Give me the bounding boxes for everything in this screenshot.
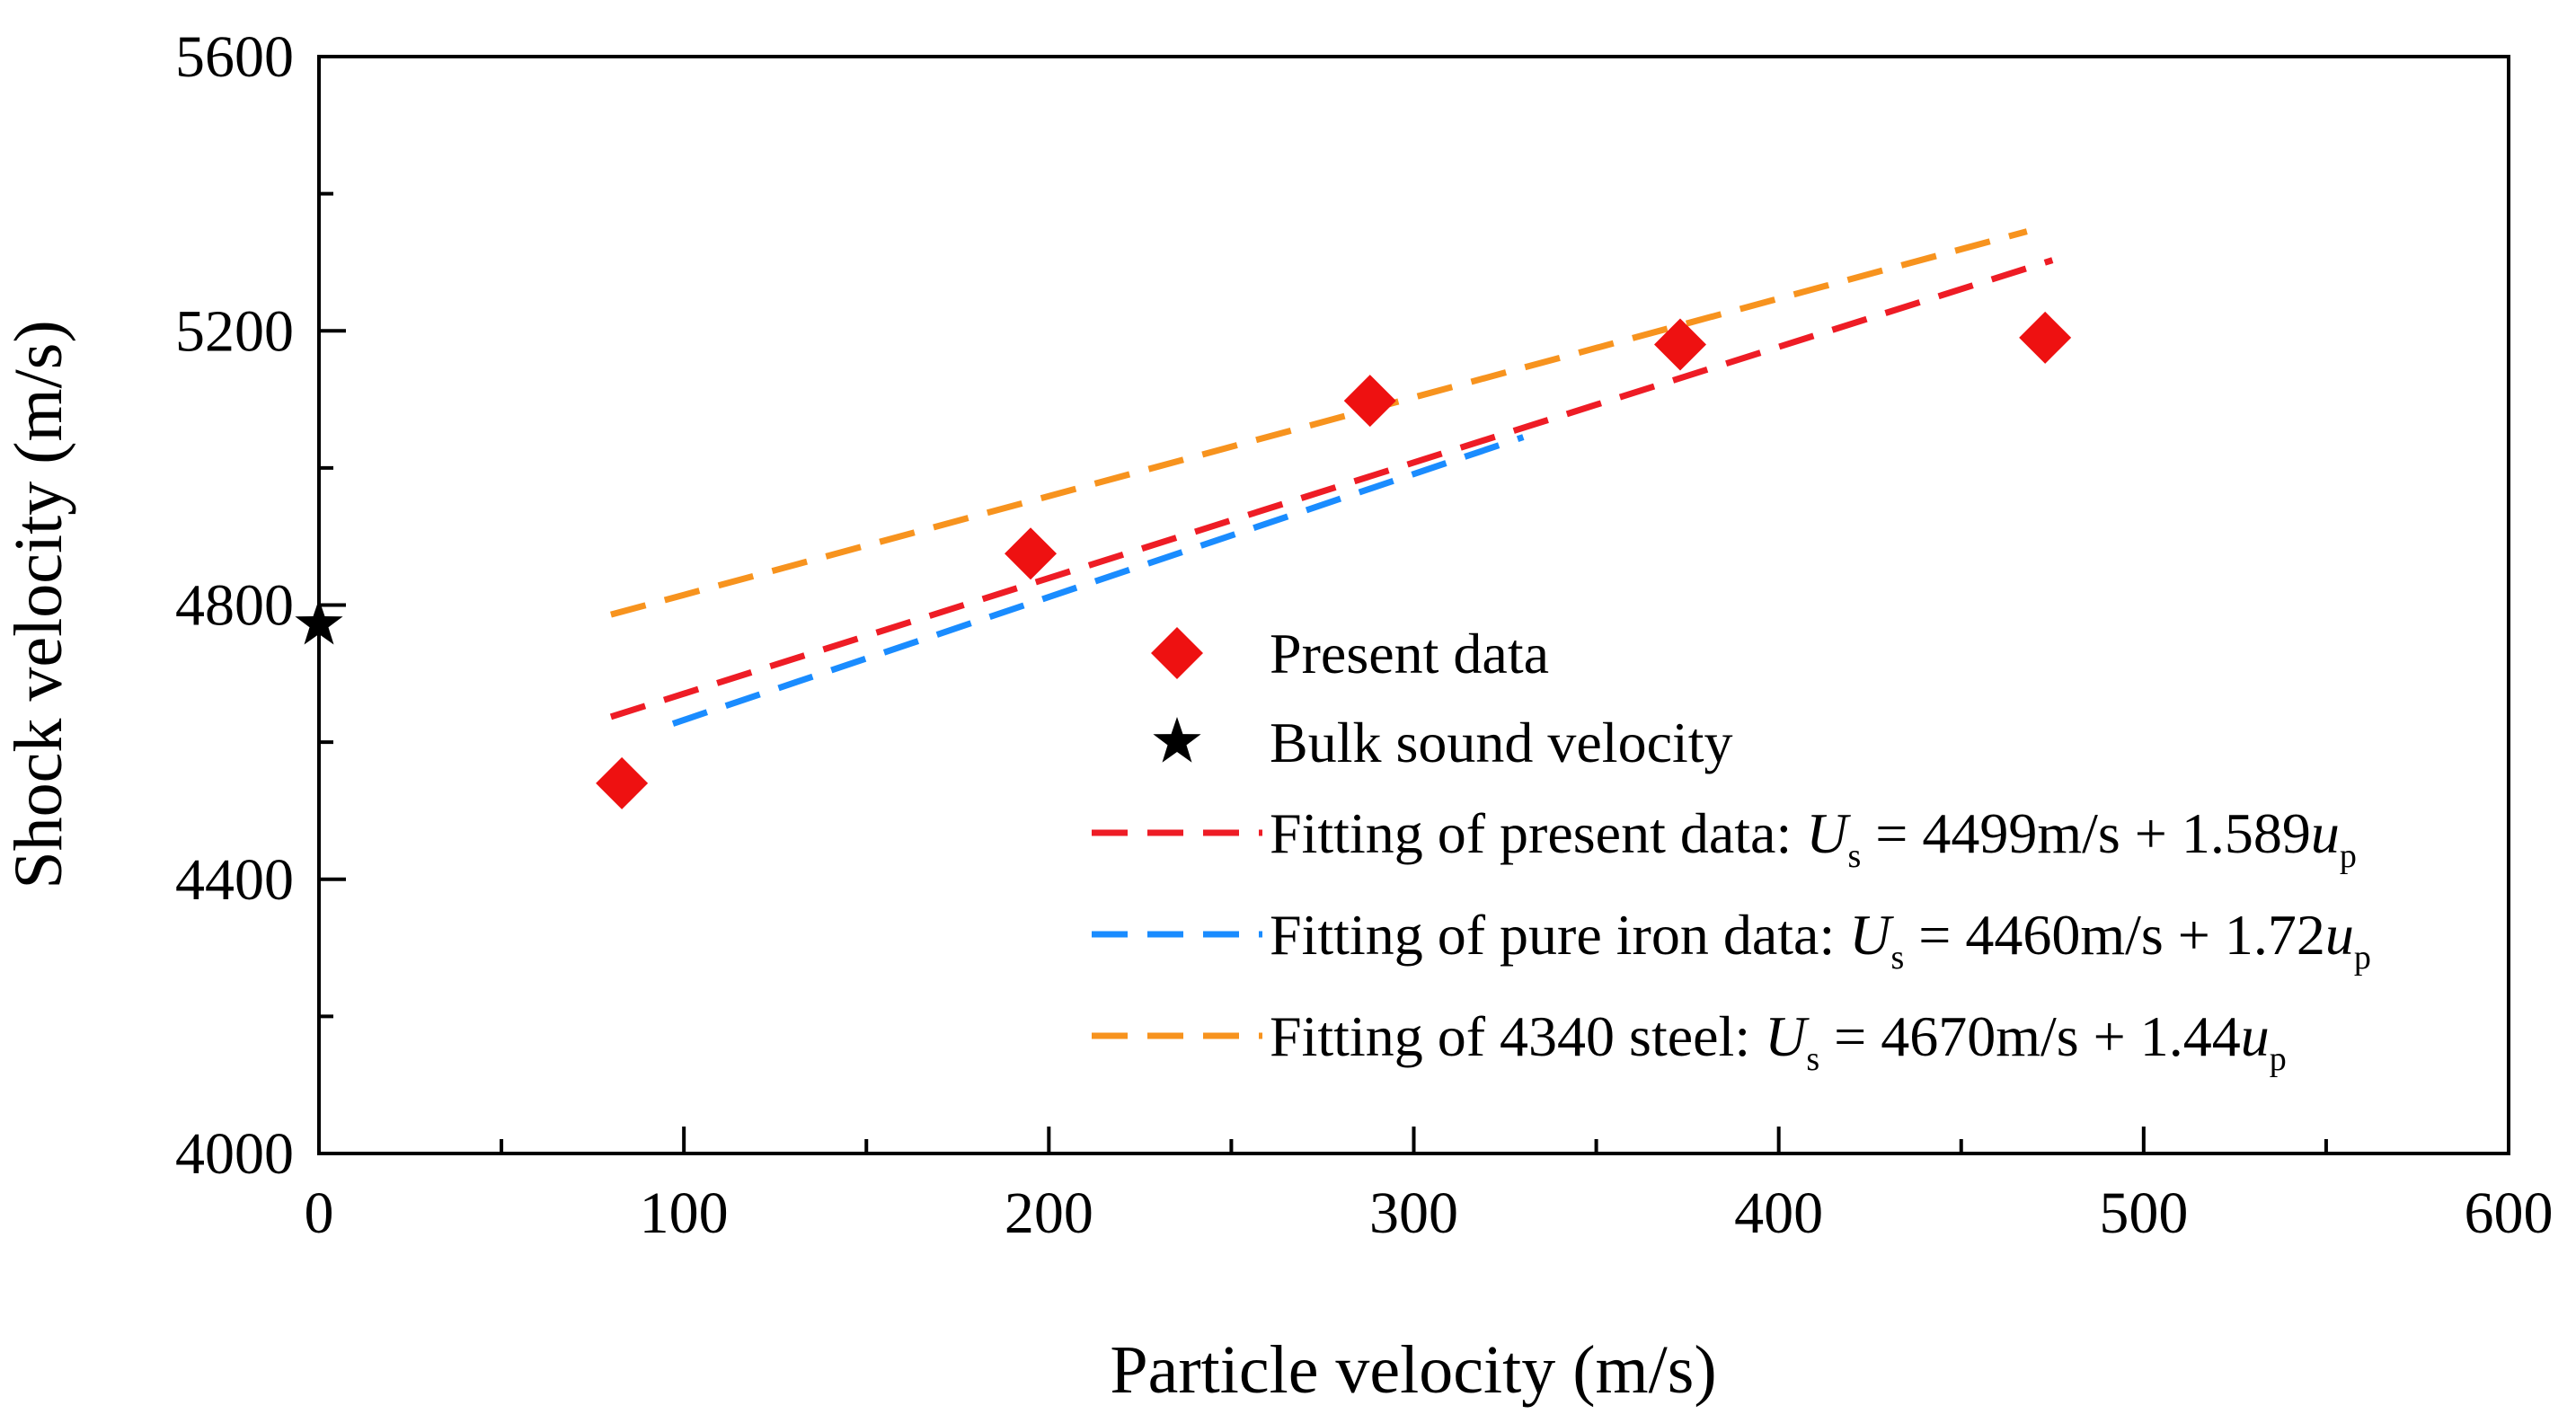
legend-equation-lhs: U — [1765, 1004, 1810, 1068]
x-tick-label: 100 — [640, 1180, 729, 1246]
present-data-point — [1654, 318, 1707, 371]
y-tick-label: 4000 — [175, 1121, 294, 1187]
y-tick-label: 5200 — [175, 298, 294, 364]
legend-equation-lhs-sub: s — [1890, 939, 1904, 977]
y-axis-title: Shock velocity (m/s) — [1, 320, 76, 888]
legend-colon: : — [1775, 801, 1806, 865]
x-tick-label: 500 — [2099, 1180, 2188, 1246]
fit-line-3 — [671, 434, 1525, 727]
y-tick-label: 5600 — [175, 24, 294, 90]
legend-equation-lhs-sub: s — [1847, 837, 1861, 875]
legend-equation-lhs: U — [1849, 903, 1894, 967]
legend-equation-var-sub: p — [2354, 939, 2371, 977]
legend-diamond-icon — [1151, 627, 1203, 679]
legend-label-1: Bulk sound velocity — [1270, 711, 1733, 774]
legend-star-icon — [1153, 717, 1201, 763]
x-axis-title: Particle velocity (m/s) — [1110, 1332, 1716, 1408]
legend-equation-lhs-sub: s — [1806, 1040, 1819, 1078]
legend-label-4: Fitting of 4340 steel: Us = 4670m/s + 1.… — [1270, 1004, 2287, 1078]
fit-lines — [609, 228, 2054, 727]
x-tick-label: 400 — [1734, 1180, 1823, 1246]
legend-colon: : — [1819, 903, 1849, 967]
legend-equation-rhs: = 4460m/s + 1.72 — [1904, 903, 2325, 967]
y-tick-label: 4400 — [175, 847, 294, 913]
present-data-point — [596, 756, 649, 809]
legend-equation-var: u — [2311, 801, 2340, 865]
legend-equation-var-sub: p — [2340, 837, 2357, 875]
legend-label-2: Fitting of present data: Us = 4499m/s + … — [1270, 801, 2357, 875]
fit-line-4 — [610, 228, 2028, 618]
x-tick-label: 0 — [305, 1180, 334, 1246]
x-tick-label: 300 — [1369, 1180, 1458, 1246]
legend-name: Fitting of present data — [1270, 801, 1775, 865]
legend-equation-lhs: U — [1806, 801, 1851, 865]
axis-ticks — [317, 55, 2510, 1155]
x-tick-label: 200 — [1005, 1180, 1093, 1246]
present-data-point — [1343, 375, 1396, 428]
legend-colon: : — [1734, 1004, 1765, 1068]
legend-name: Fitting of pure iron data — [1270, 903, 1819, 967]
legend-label-3: Fitting of pure iron data: Us = 4460m/s … — [1270, 903, 2371, 977]
legend-name: Fitting of 4340 steel — [1270, 1004, 1734, 1068]
axis-tick-labels: 0 100 200 300 400 500 600 4000 4400 4800 5200 5600 — [175, 24, 2554, 1246]
x-tick-label: 600 — [2465, 1180, 2554, 1246]
present-data-point — [2019, 311, 2072, 364]
present-data-point — [1005, 527, 1058, 580]
legend-equation-var: u — [2325, 903, 2354, 967]
legend-equation-rhs: = 4670m/s + 1.44 — [1819, 1004, 2241, 1068]
legend-equation-rhs: = 4499m/s + 1.589 — [1861, 801, 2311, 865]
legend: Present data Bulk sound velocity Fitting o… — [1092, 622, 2371, 1078]
fit-line-2 — [609, 257, 2054, 720]
legend-label-0: Present data — [1270, 622, 1549, 685]
legend-equation-var-sub: p — [2270, 1040, 2287, 1078]
legend-equation-var: u — [2241, 1004, 2270, 1068]
y-tick-label: 4800 — [175, 573, 294, 639]
